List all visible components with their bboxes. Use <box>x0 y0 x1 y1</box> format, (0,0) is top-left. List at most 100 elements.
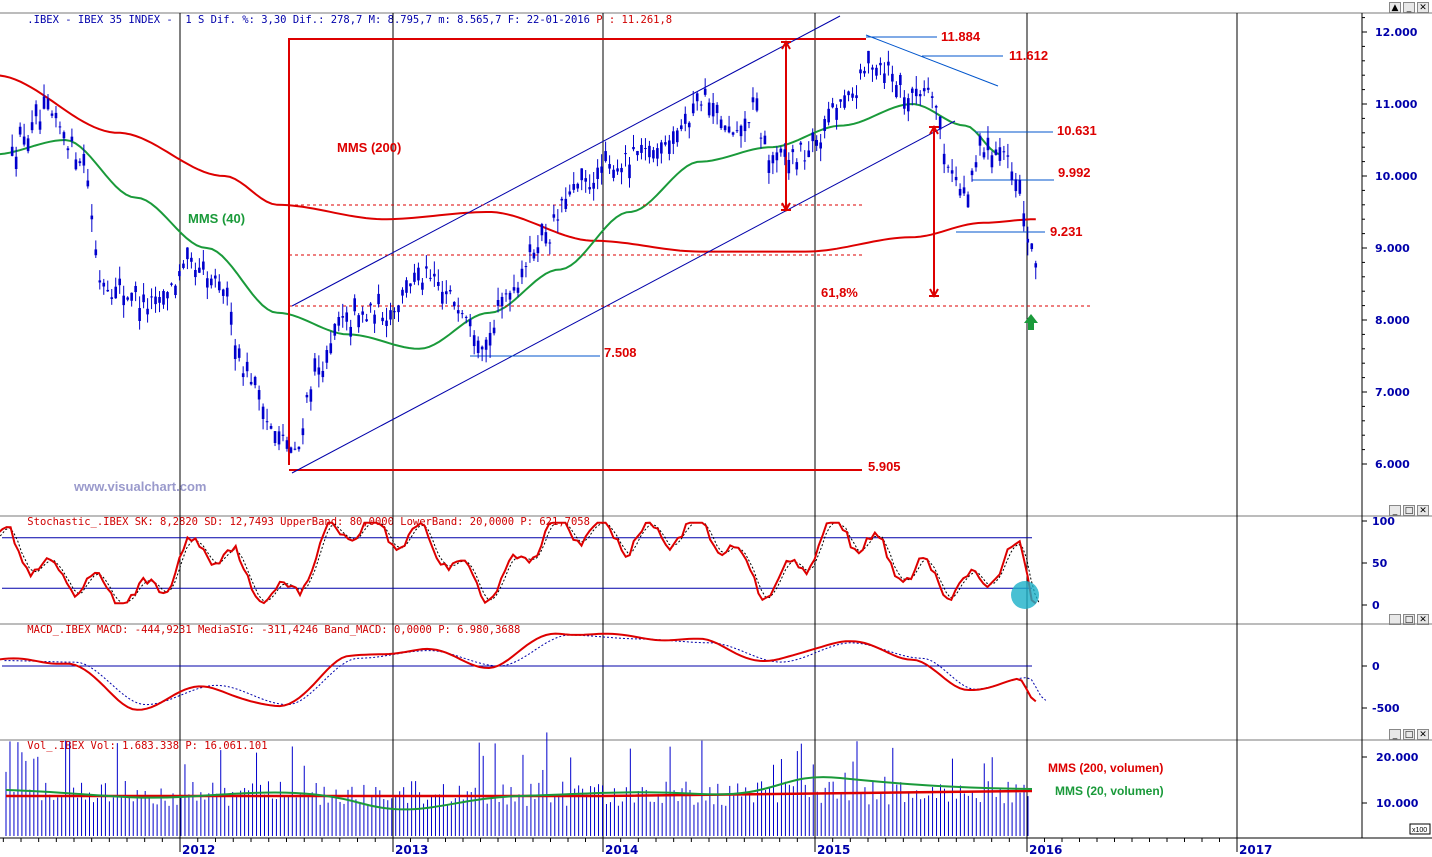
stoch-y-tick-label: 100 <box>1372 515 1395 528</box>
price-y-tick-label: 6.000 <box>1375 458 1410 471</box>
price-y-tick-label: 8.000 <box>1375 314 1410 327</box>
price-candle-body <box>970 170 974 176</box>
price-candle-body <box>106 289 110 292</box>
price-candle-body <box>819 142 822 149</box>
price-candle-body <box>293 448 297 450</box>
price-candle-body <box>413 272 416 282</box>
price-candle-body <box>568 191 572 195</box>
price-candle-body <box>982 152 986 158</box>
price-candle-body <box>409 283 412 287</box>
price-y-tick-label: 7.000 <box>1375 386 1410 399</box>
price-candle-body <box>918 94 922 97</box>
price-candle-body <box>206 278 209 288</box>
price-candle-body <box>962 187 966 194</box>
price-candle-body <box>875 67 878 76</box>
price-candle-body <box>361 311 364 315</box>
volume-ma20-label: MMS (20, volumen) <box>1055 784 1164 798</box>
price-candle-body <box>389 310 392 320</box>
price-candle-body <box>934 105 938 108</box>
price-candle-body <box>34 104 38 117</box>
price-candle-body <box>198 267 201 273</box>
price-y-tick-label: 9.000 <box>1375 242 1410 255</box>
price-candle-body <box>899 74 902 86</box>
price-candle-body <box>444 291 448 295</box>
channel-lower-line <box>291 120 956 474</box>
price-candle-body <box>978 135 982 146</box>
price-candle-body <box>767 160 771 173</box>
price-candle-body <box>202 261 205 270</box>
macd-line <box>0 632 1037 711</box>
macd-label: MACD_.IBEX MACD: -444,9231 MediaSIG: -31… <box>27 624 432 636</box>
price-candle-body <box>771 155 775 164</box>
macd-y-tick-label: -500 <box>1372 702 1400 715</box>
price-p-label: P : 11.261,8 <box>596 14 673 26</box>
price-candle-body <box>775 152 779 161</box>
price-candle-body <box>1034 263 1038 268</box>
price-panel-header: .IBEX - IBEX 35 INDEX - 1 S Dif. %: 3,30… <box>2 1 672 40</box>
price-candle-body <box>86 180 90 187</box>
watermark-label: www.visualchart.com <box>73 479 206 494</box>
price-candle-body <box>66 148 70 151</box>
price-candle-body <box>1018 180 1022 194</box>
price-candle-body <box>58 126 62 128</box>
price-candle-body <box>249 381 253 385</box>
price-candle-body <box>305 394 309 398</box>
price-candle-body <box>253 376 257 386</box>
price-candle-body <box>154 296 157 305</box>
price-candle-body <box>675 130 679 143</box>
price-candle-body <box>150 296 153 298</box>
price-candle-body <box>401 289 404 296</box>
price-candle-body <box>668 140 671 154</box>
price-candle-body <box>914 88 918 97</box>
price-candle-body <box>938 116 942 130</box>
year-tick-label: 2017 <box>1239 843 1272 857</box>
ticker-label: .IBEX - IBEX 35 INDEX - 1 S <box>27 14 205 26</box>
price-candle-body <box>429 277 432 279</box>
price-candle-body <box>994 149 998 155</box>
price-candle-body <box>98 280 102 283</box>
price-candle-body <box>711 103 715 117</box>
price-candle-body <box>190 257 193 262</box>
price-candle-body <box>628 164 631 179</box>
price-candle-body <box>620 167 623 173</box>
price-candle-body <box>273 431 277 444</box>
year-tick-label: 2014 <box>605 843 638 857</box>
price-candle-body <box>38 121 42 130</box>
price-candle-body <box>691 103 695 114</box>
price-candle-body <box>1026 238 1030 243</box>
price-candle-body <box>345 312 349 322</box>
price-candle-body <box>759 137 763 139</box>
price-candle-body <box>122 295 125 306</box>
price-candle-body <box>958 188 962 196</box>
price-candle-body <box>194 269 197 278</box>
volume-ma200-label: MMS (200, volumen) <box>1048 761 1163 775</box>
price-candle-body <box>723 125 727 131</box>
price-candle-body <box>548 242 552 244</box>
price-candle-body <box>134 285 137 293</box>
price-candle-body <box>18 126 22 135</box>
price-candle-body <box>508 292 512 300</box>
price-candle-body <box>162 291 165 305</box>
price-candle-body <box>835 107 838 120</box>
price-candle-body <box>289 447 293 453</box>
scale-badge <box>1409 823 1431 835</box>
mma40-line <box>0 103 1001 350</box>
price-candle-body <box>532 252 536 259</box>
channel-upper-line <box>291 15 841 307</box>
measured-move-arrow-head <box>781 39 791 50</box>
price-candle-body <box>182 263 185 268</box>
year-tick-label: 2016 <box>1029 843 1062 857</box>
year-tick-label: 2013 <box>395 843 428 857</box>
price-candle-body <box>90 215 94 220</box>
price-candle-body <box>321 370 325 378</box>
price-candle-body <box>867 50 870 64</box>
price-candle-body <box>672 131 675 144</box>
price-candle-body <box>807 150 811 158</box>
price-candle-body <box>739 125 743 137</box>
stoch-highlight-circle <box>1011 581 1039 609</box>
price-candle-body <box>859 69 862 74</box>
price-candle-body <box>560 198 564 201</box>
price-candle-body <box>648 145 651 158</box>
price-candle-body <box>237 348 241 358</box>
price-candle-body <box>803 160 807 162</box>
